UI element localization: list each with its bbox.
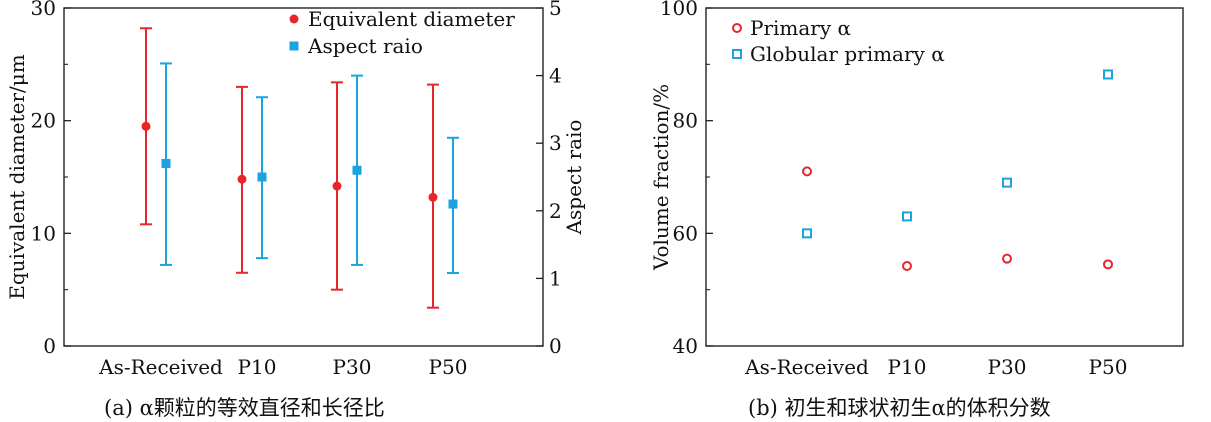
legend-marker-b-0 bbox=[732, 23, 742, 33]
point-a-1-2 bbox=[352, 165, 362, 175]
y-axis-label-b: Volume fraction/% bbox=[649, 84, 673, 271]
point-a-0-2 bbox=[332, 181, 342, 191]
point-b-1-3 bbox=[1103, 69, 1113, 80]
y-tick-label-b-3: 100 bbox=[660, 0, 698, 20]
point-a-0-3 bbox=[428, 192, 438, 202]
y2-tick-label-a-1: 1 bbox=[549, 266, 562, 290]
x-tick-label-b-3: P50 bbox=[1089, 355, 1128, 379]
y2-tick-label-a-2: 2 bbox=[549, 199, 562, 223]
point-b-0-3 bbox=[1103, 259, 1113, 270]
y-tick-label-b-1: 60 bbox=[673, 221, 698, 245]
x-tick-label-a-3: P50 bbox=[429, 355, 468, 379]
y-tick-label-b-0: 40 bbox=[673, 334, 698, 358]
y2-axis-label-a: Aspect raio bbox=[562, 120, 586, 236]
point-b-1-1 bbox=[902, 211, 912, 222]
point-b-1-0 bbox=[802, 228, 812, 239]
point-a-0-1 bbox=[237, 174, 247, 184]
x-tick-label-b-1: P10 bbox=[888, 355, 927, 379]
y2-tick-label-a-5: 5 bbox=[549, 0, 562, 20]
legend-label-b-1: Globular primary α bbox=[750, 42, 945, 66]
point-b-0-2 bbox=[1002, 253, 1012, 264]
x-tick-label-a-0: As-Received bbox=[98, 355, 223, 379]
x-tick-label-a-1: P10 bbox=[238, 355, 277, 379]
point-a-1-1 bbox=[257, 172, 267, 182]
plot-frame-a bbox=[63, 7, 544, 347]
point-b-0-1 bbox=[902, 261, 912, 272]
chart-b-volume-fraction: 40 60 80 100 Volume fraction/% As-Received P10… bbox=[649, 0, 1184, 379]
legend-label-a-0: Equivalent diameter bbox=[308, 7, 515, 31]
x-tick-label-b-0: As-Received bbox=[744, 355, 869, 379]
point-a-1-0 bbox=[161, 158, 171, 168]
y-axis-label-a: Equivalent diameter/μm bbox=[5, 54, 29, 300]
legend-marker-b-1 bbox=[732, 49, 742, 59]
caption-a: (a) α颗粒的等效直径和长径比 bbox=[104, 396, 385, 420]
y-tick-label-b-2: 80 bbox=[673, 109, 698, 133]
point-b-0-0 bbox=[802, 166, 812, 177]
legend-label-b-0: Primary α bbox=[750, 16, 851, 40]
x-tick-label-b-2: P30 bbox=[988, 355, 1027, 379]
point-a-1-3 bbox=[448, 199, 458, 209]
point-b-1-2 bbox=[1002, 177, 1012, 188]
x-tick-label-a-2: P30 bbox=[333, 355, 372, 379]
point-a-0-0 bbox=[141, 121, 151, 131]
y-tick-label-a-2: 20 bbox=[31, 109, 56, 133]
legend-marker-a-1 bbox=[289, 41, 299, 51]
y2-tick-label-a-0: 0 bbox=[549, 334, 562, 358]
y-tick-label-a-0: 0 bbox=[43, 334, 56, 358]
y2-tick-label-a-4: 4 bbox=[549, 64, 562, 88]
legend-label-a-1: Aspect raio bbox=[307, 34, 423, 58]
y-tick-label-a-1: 10 bbox=[31, 221, 56, 245]
y2-tick-label-a-3: 3 bbox=[549, 131, 562, 155]
legend-marker-a-0 bbox=[289, 14, 299, 24]
chart-a-equivalent-diameter-aspect-ratio: 0 10 20 30 0 1 2 3 4 5 Equivalent diameter/μm Aspec… bbox=[5, 0, 586, 379]
caption-b: (b) 初生和球状初生α的体积分数 bbox=[748, 396, 1051, 420]
y-tick-label-a-3: 30 bbox=[31, 0, 56, 20]
